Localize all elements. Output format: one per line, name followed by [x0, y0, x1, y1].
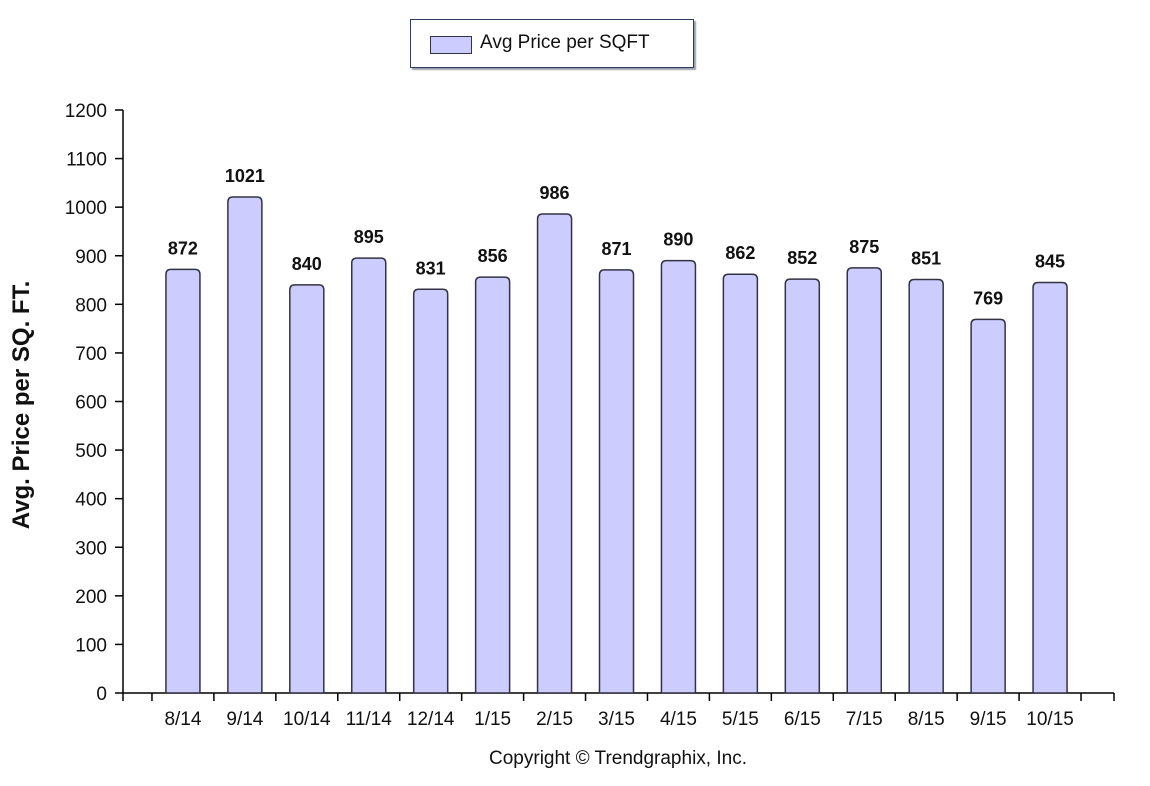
bar-value-label: 895 [354, 227, 384, 247]
bar-value-label: 986 [540, 183, 570, 203]
x-tick-label: 8/15 [908, 709, 945, 730]
value-labels-layer: 872 1021 840 895 831 856 986 871 890 862 852 875 851… [168, 166, 1065, 308]
y-tick-label: 1200 [65, 101, 107, 122]
y-tick-label: 600 [75, 393, 107, 414]
legend-swatch [430, 36, 472, 54]
copyright-text: Copyright © Trendgraphix, Inc. [489, 748, 747, 769]
y-axis-title: Avg. Price per SQ. FT. [8, 280, 35, 530]
bar [784, 278, 821, 694]
y-tick-label: 100 [75, 635, 107, 656]
bar-value-label: 862 [725, 243, 755, 263]
legend: Avg Price per SQFT [410, 19, 694, 68]
y-tick-label: 300 [75, 538, 107, 559]
y-tick-label: 400 [75, 490, 107, 511]
bar [908, 278, 944, 694]
bar-value-label: 856 [478, 246, 508, 266]
y-axis: 0 100 200 300 400 500 600 700 800 900 1000 1100 1200 [65, 101, 124, 705]
x-tick-label: 6/15 [784, 709, 821, 730]
bar [165, 268, 201, 694]
bar-value-label: 852 [787, 248, 817, 268]
x-tick-label: 7/15 [846, 709, 883, 730]
bar [1032, 281, 1068, 694]
x-tick-label: 3/15 [598, 709, 635, 730]
x-tick-label: 11/14 [346, 709, 393, 730]
x-tick-label: 10/14 [283, 709, 331, 730]
y-tick-label: 900 [75, 247, 107, 268]
bar [536, 213, 573, 694]
x-tick-label: 4/15 [660, 709, 697, 730]
bars-layer [165, 196, 1068, 694]
bar [412, 288, 449, 694]
x-tick-label: 1/15 [474, 709, 511, 730]
bar [846, 267, 882, 694]
legend-label: Avg Price per SQFT [480, 32, 650, 53]
x-tick-label: 8/14 [164, 709, 201, 730]
bar-value-label: 845 [1035, 251, 1065, 271]
bar-value-label: 890 [663, 230, 693, 250]
bar-value-label: 840 [292, 254, 322, 274]
bar [660, 259, 697, 694]
y-tick-label: 1000 [65, 198, 107, 219]
x-tick-label: 9/14 [226, 709, 263, 730]
bar-value-label: 1021 [225, 166, 265, 186]
x-tick-label: 5/15 [722, 709, 759, 730]
x-tick-label: 2/15 [536, 709, 573, 730]
bar-value-label: 831 [416, 258, 446, 278]
x-tick-label: 12/14 [407, 709, 455, 730]
y-tick-label: 500 [75, 441, 107, 462]
bar [722, 273, 759, 694]
bar [598, 269, 635, 694]
bar [474, 276, 511, 694]
bar-value-label: 872 [168, 238, 198, 258]
y-tick-label: 800 [75, 295, 107, 316]
x-tick-label: 9/15 [970, 709, 1007, 730]
bar [227, 196, 263, 694]
bar-value-label: 851 [911, 249, 941, 269]
bar [970, 318, 1006, 694]
y-tick-label: 200 [75, 587, 107, 608]
bar [289, 284, 325, 694]
x-tick-label: 10/15 [1026, 709, 1074, 730]
bar-value-label: 769 [973, 288, 1003, 308]
bar [351, 257, 387, 694]
y-tick-label: 0 [96, 684, 107, 705]
bar-value-label: 871 [601, 239, 631, 259]
bar-value-label: 875 [849, 237, 879, 257]
y-tick-label: 1100 [66, 150, 107, 171]
y-tick-label: 700 [75, 344, 107, 365]
x-axis: 8/14 9/14 10/14 11/14 12/14 1/15 2/15 3/15 4/15 5… [123, 692, 1115, 730]
